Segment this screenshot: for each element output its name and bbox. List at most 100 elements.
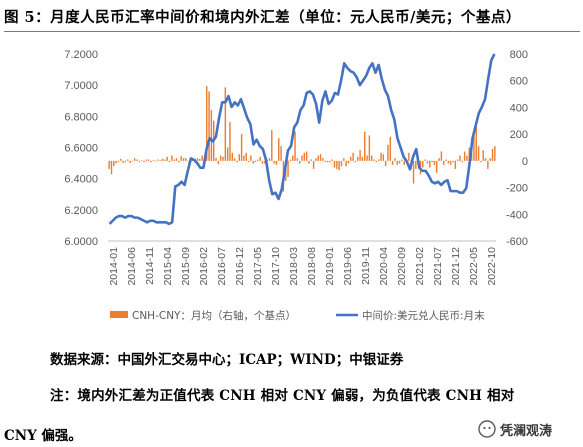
x-tick-label: 2021-12 <box>450 247 462 286</box>
bar-mark <box>250 155 252 161</box>
bar-mark <box>201 155 203 161</box>
bar-mark <box>301 155 303 161</box>
bar-mark <box>206 86 208 161</box>
bar-mark <box>168 160 171 163</box>
bar-mark <box>431 160 433 163</box>
bar-mark <box>264 160 266 164</box>
x-tick-label: 2021-07 <box>432 247 444 286</box>
right-tick-label: 0 <box>522 156 528 168</box>
bar-mark <box>308 160 310 164</box>
bar-mark <box>429 160 431 168</box>
bar-mark <box>370 155 373 161</box>
bar-mark <box>315 158 317 161</box>
bar-mark <box>131 160 134 162</box>
bar-mark <box>394 158 396 161</box>
right-tick-label: 200 <box>510 129 528 141</box>
bar-mark <box>219 155 222 161</box>
bar-mark <box>347 160 350 164</box>
bar-mark <box>117 160 120 163</box>
bar-mark <box>396 160 398 165</box>
bar-mark <box>454 160 457 169</box>
bar-mark <box>136 159 138 161</box>
left-tick-label: 6.8000 <box>64 111 98 123</box>
x-tick-label: 2014-11 <box>144 247 156 285</box>
bar-mark <box>217 160 220 165</box>
x-tick-label: 2016-02 <box>198 247 210 286</box>
bar-mark <box>466 155 468 161</box>
exchange-rate-chart: 7.2000 7.0000 6.8000 6.6000 6.4000 6.2000 6.00… <box>64 49 528 322</box>
legend-bar-label: CNH-CNY：月均（右轴，个基点） <box>132 309 296 322</box>
bar-mark <box>461 160 464 163</box>
bar-mark <box>375 160 378 163</box>
bar-mark <box>482 150 484 161</box>
bar-mark <box>226 147 229 161</box>
bar-mark <box>257 159 259 161</box>
bar-mark <box>129 160 131 163</box>
bar-mark <box>494 146 496 161</box>
bar-mark <box>380 152 382 161</box>
bar-mark <box>157 159 159 161</box>
legend-line-label: 中间价:美元兑人民币:月末 <box>362 309 485 322</box>
bar-mark <box>382 154 385 161</box>
bar-mark <box>452 160 454 163</box>
bar-mark <box>275 160 278 165</box>
bar-mark <box>377 159 380 161</box>
bar-mark <box>322 158 324 161</box>
bar-mark <box>247 160 250 163</box>
bar-mark <box>449 160 452 165</box>
legend-bar-swatch <box>110 311 128 318</box>
x-tick-label: 2014-01 <box>108 247 120 286</box>
x-axis-ticks: 2014-01 2014-06 2014-11 2015-04 2015-09 2016-… <box>108 247 498 286</box>
bar-mark <box>254 160 257 163</box>
bar-mark <box>350 156 352 161</box>
bar-mark <box>477 146 480 161</box>
bar-mark <box>166 156 168 161</box>
left-tick-label: 7.0000 <box>64 80 98 92</box>
bar-mark <box>373 159 375 161</box>
bar-mark <box>440 151 443 161</box>
bar-mark <box>233 158 236 161</box>
bar-mark <box>171 155 173 161</box>
bar-mark <box>238 154 240 161</box>
bar-mark <box>340 160 343 167</box>
x-tick-label: 2016-12 <box>234 247 246 286</box>
x-tick-label: 2019-11 <box>360 247 372 285</box>
bar-mark <box>150 160 152 163</box>
right-tick-label: -400 <box>506 209 528 221</box>
bar-mark <box>456 159 459 161</box>
bar-mark <box>243 155 245 161</box>
wechat-icon <box>478 420 496 438</box>
x-tick-label: 2016-07 <box>216 247 228 286</box>
bar-mark <box>326 160 329 163</box>
bar-mark <box>273 160 275 164</box>
left-tick-label: 7.2000 <box>64 49 98 61</box>
bar-mark <box>361 156 364 161</box>
bar-mark <box>408 152 410 161</box>
bar-mark <box>329 160 331 163</box>
bar-mark <box>178 160 180 163</box>
bar-mark <box>140 160 143 161</box>
bar-mark <box>305 151 308 161</box>
bar-mark <box>182 158 185 161</box>
bar-mark <box>161 158 164 161</box>
bar-mark <box>110 160 113 175</box>
bar-mark <box>443 160 445 165</box>
x-tick-label: 2020-04 <box>378 247 390 286</box>
bar-mark <box>147 159 150 161</box>
bar-mark <box>122 160 124 163</box>
bar-mark <box>120 158 122 161</box>
x-tick-label: 2019-01 <box>324 247 336 286</box>
left-tick-label: 6.6000 <box>64 143 98 155</box>
bar-mark <box>259 156 261 161</box>
bar-mark <box>475 126 477 161</box>
bar-mark <box>312 160 315 169</box>
bar-mark <box>473 131 475 161</box>
bar-mark <box>310 159 313 161</box>
bar-mark <box>391 160 394 165</box>
bar-mark <box>145 159 148 161</box>
bar-mark <box>403 160 405 165</box>
bar-mark <box>319 154 322 161</box>
bar-mark <box>366 155 368 161</box>
bar-mark <box>252 160 254 164</box>
x-tick-label: 2018-08 <box>306 247 318 286</box>
